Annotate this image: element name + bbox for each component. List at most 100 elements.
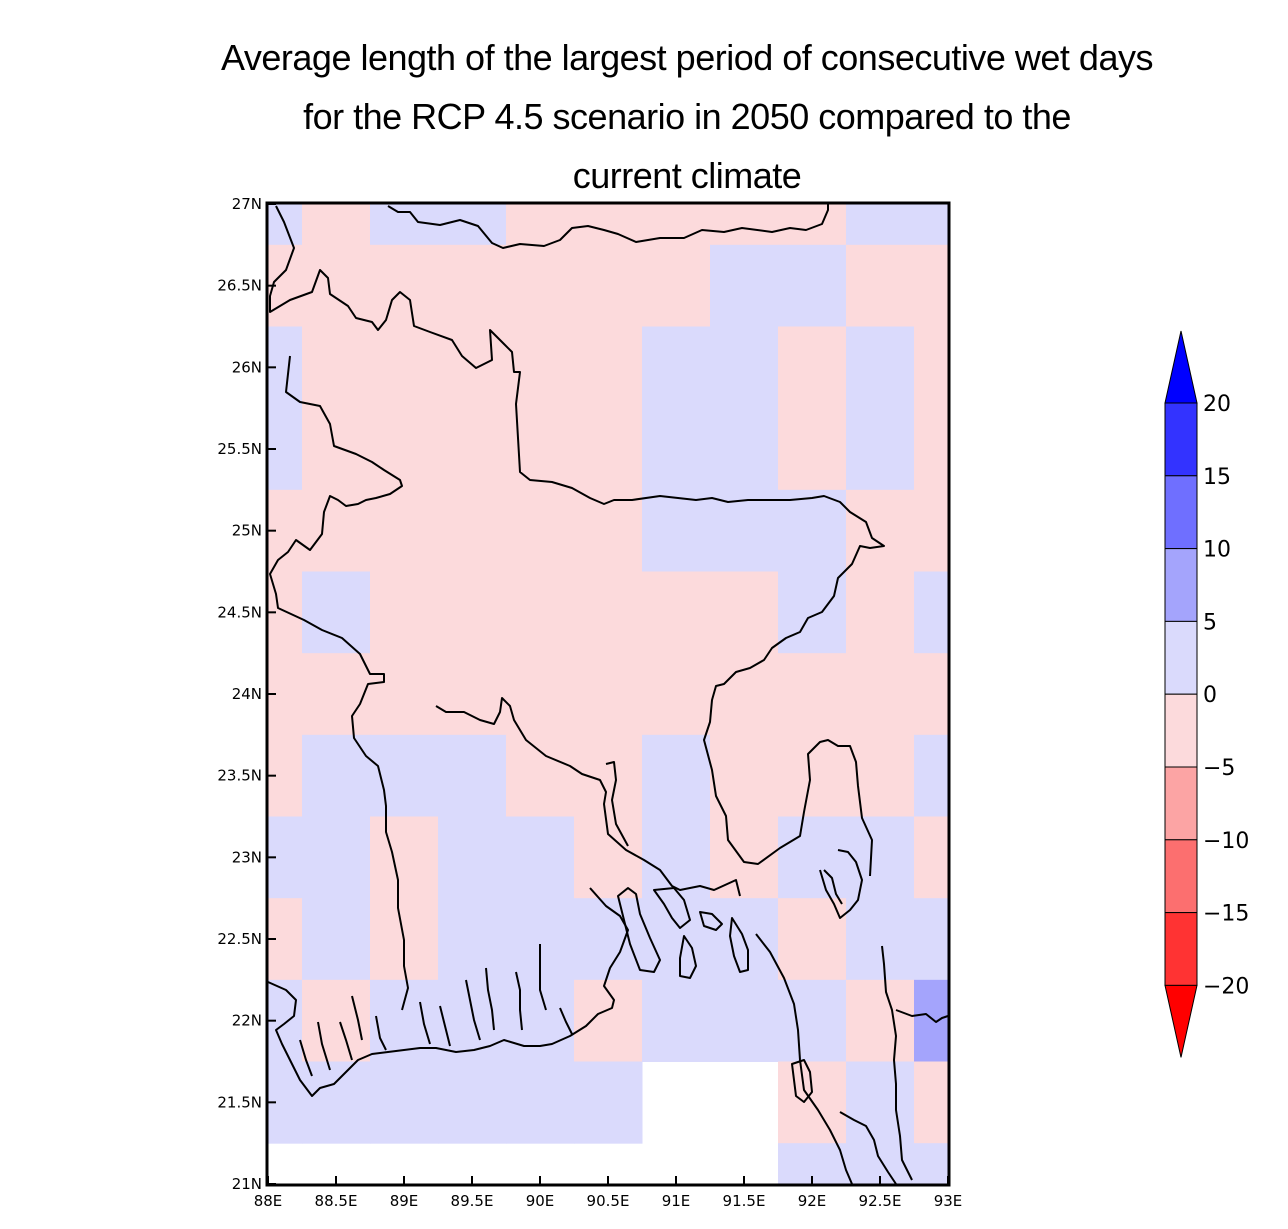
border-east-mm [895,1009,949,1023]
x-tick-label: 91.5E [723,1192,766,1210]
country-borders [267,204,949,1185]
border-southeast [881,945,913,1181]
colorbar-label: 15 [1203,465,1231,490]
grid-cell [506,571,575,654]
grid-cell [506,489,575,572]
grid-cell [506,244,575,327]
grid-cell [302,898,371,981]
colorbar-label: −5 [1203,756,1235,781]
river-meghna-2 [605,761,629,847]
grid-cell [778,489,847,572]
grid-cell [642,734,711,817]
grid-cell [506,653,575,736]
grid-cell [438,571,507,654]
grid-cell [506,816,575,899]
grid-cell [846,408,915,491]
grid-cell [642,244,711,327]
grid-cell [438,979,507,1062]
grid-cell [506,1061,575,1144]
grid-cell [302,204,371,246]
grid-cell [506,204,575,246]
grid-cell [846,326,915,409]
y-tick-label: 22.5N [217,930,262,948]
grid-cell [914,326,949,409]
grid-cell [642,571,711,654]
grid-cell [710,979,779,1062]
grid-cell [506,734,575,817]
grid-cell [438,816,507,899]
grid-cell [914,1061,949,1144]
grid-cell [778,979,847,1062]
grid-cell [302,1061,371,1144]
y-axis: 21N 21.5N 22N 22.5N 23N 23.5N 24N 24.5N 25N 25.5N… [217,195,276,1193]
grid-cell [778,816,847,899]
grid-cell [642,408,711,491]
grid-cell [914,408,949,491]
grid-cell [846,204,915,246]
grid-cell [642,816,711,899]
island-2 [653,887,691,929]
grid-cell [914,898,949,981]
grid-cell [302,653,371,736]
grid-cell [914,571,949,654]
island-maheshkhali [791,1059,813,1103]
grid-cell [710,244,779,327]
y-tick-label: 22N [232,1012,262,1030]
grid-cell [574,204,643,246]
x-tick-label: 93E [934,1192,963,1210]
grid-cell [914,734,949,817]
grid-cell [846,244,915,327]
grid-cell [642,653,711,736]
grid-cell [370,408,439,491]
coast-chittagong [755,933,853,1185]
grid-cell [302,326,371,409]
grid-cell [438,244,507,327]
grid-cell [370,326,439,409]
grid-cell [574,408,643,491]
coast-myanmar-3 [823,869,843,905]
grid-cell [438,898,507,981]
grid-cell [302,979,371,1062]
grid-cell [574,734,643,817]
grid-cell [914,979,949,1062]
grid-cell [438,653,507,736]
y-tick-label: 24.5N [217,603,262,621]
grid-cell [710,204,779,246]
x-tick-label: 89E [390,1192,419,1210]
grid-cell [574,898,643,981]
title-line-3: current climate [572,155,802,196]
x-tick-label: 91E [662,1192,691,1210]
y-tick-label: 27N [232,195,262,213]
grid-cell [846,898,915,981]
island-3 [699,911,723,931]
grid-cell [438,1061,507,1144]
grid-cell [438,408,507,491]
colorbar-label: −15 [1203,902,1249,927]
colorbar-label: 5 [1203,610,1217,635]
grid-cell [370,1061,439,1144]
grid-cell [438,326,507,409]
grid-cell [370,653,439,736]
map-frame [265,201,951,1187]
grid-cell [302,734,371,817]
grid-cell [846,489,915,572]
grid-cell [302,816,371,899]
grid-cell [642,898,711,981]
grid-cell [574,489,643,572]
grid-cell [710,326,779,409]
x-tick-label: 90E [526,1192,555,1210]
colorbar-segment [1164,693,1198,768]
y-tick-label: 23N [232,848,262,866]
grid-cell [778,204,847,246]
grid-cell [846,979,915,1062]
grid-cell [370,571,439,654]
colorbar-label: 10 [1203,538,1231,563]
grid-cell [778,653,847,736]
grid-cell [370,816,439,899]
y-tick-label: 24N [232,685,262,703]
x-tick-label: 92E [798,1192,827,1210]
grid-cell [710,734,779,817]
colorbar-segment [1164,839,1198,914]
grid-cell [710,653,779,736]
